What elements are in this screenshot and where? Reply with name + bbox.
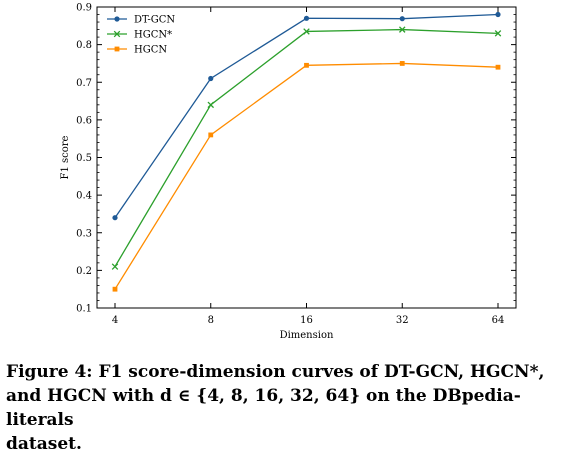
legend-marker-dt-gcn bbox=[114, 16, 120, 22]
x-tick-label: 8 bbox=[208, 315, 214, 326]
data-point-hgcn bbox=[208, 132, 214, 138]
x-tick-label: 32 bbox=[396, 315, 409, 326]
figure-caption: Figure 4: F1 score-dimension curves of D… bbox=[6, 360, 576, 456]
data-point-dt-gcn bbox=[399, 16, 405, 22]
data-point-hgcn bbox=[111, 263, 119, 270]
data-point-dt-gcn bbox=[208, 75, 214, 82]
data-point-hgcn bbox=[398, 26, 406, 33]
y-tick-label: 0.8 bbox=[76, 40, 92, 51]
data-point-dt-gcn bbox=[495, 11, 501, 18]
x-tick-label: 4 bbox=[112, 315, 118, 326]
y-tick-label: 0.4 bbox=[76, 191, 92, 202]
series-line-dt-gcn bbox=[114, 13, 499, 219]
data-point-hgcn bbox=[303, 28, 310, 35]
data-point-hgcn bbox=[112, 286, 118, 292]
data-point-dt-gcn bbox=[303, 15, 310, 21]
y-tick-label: 0.7 bbox=[76, 78, 92, 89]
x-tick-label: 64 bbox=[492, 315, 505, 326]
legend-label-hgcn: HGCN bbox=[134, 45, 167, 56]
data-point-hgcn bbox=[495, 64, 501, 70]
y-tick-label: 0.3 bbox=[76, 228, 92, 239]
x-tick-label: 16 bbox=[300, 315, 313, 326]
y-axis-label: F1 score bbox=[60, 135, 71, 179]
caption-line-3: dataset. bbox=[6, 434, 82, 454]
caption-line-2: and HGCN with d ∈ {4, 8, 16, 32, 64} on … bbox=[6, 386, 521, 430]
data-point-hgcn bbox=[494, 30, 502, 37]
y-tick-label: 0.1 bbox=[76, 304, 92, 315]
data-point-dt-gcn bbox=[112, 215, 118, 221]
x-axis-label: Dimension bbox=[280, 330, 334, 341]
y-tick-label: 0.9 bbox=[76, 3, 92, 14]
legend-label-dt-gcn: DT-GCN bbox=[134, 15, 175, 26]
data-point-hgcn bbox=[399, 61, 405, 66]
y-tick-label: 0.6 bbox=[76, 115, 92, 126]
y-tick-label: 0.2 bbox=[76, 266, 92, 277]
legend-label-hgcn: HGCN* bbox=[134, 30, 172, 41]
y-tick-label: 0.5 bbox=[76, 153, 92, 164]
line-chart: 0.1 0.2 0.3 0.4 0.5 0.6 0.7 0.8 0.9 4 8 16 32 64 Dimen… bbox=[60, 3, 517, 341]
caption-line-1: Figure 4: F1 score-dimension curves of D… bbox=[6, 362, 545, 382]
legend-marker-hgcn bbox=[113, 30, 121, 38]
legend-marker-hgcn bbox=[114, 46, 120, 52]
series-line-hgcn bbox=[114, 62, 499, 290]
data-point-hgcn bbox=[207, 101, 215, 109]
data-point-hgcn bbox=[304, 62, 309, 68]
